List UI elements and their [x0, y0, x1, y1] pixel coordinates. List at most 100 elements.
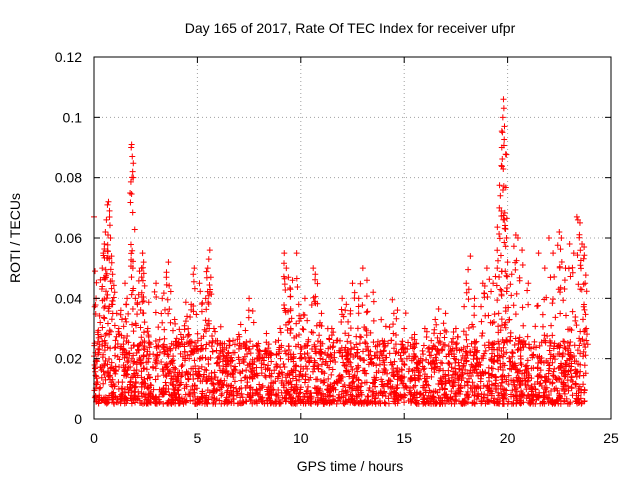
data-point: [356, 333, 363, 340]
data-point: [411, 344, 418, 351]
data-point: [129, 209, 136, 216]
data-point: [488, 344, 495, 351]
data-point: [399, 338, 406, 345]
data-point: [229, 371, 236, 378]
data-point: [358, 334, 365, 341]
data-point: [477, 378, 484, 385]
data-point: [445, 372, 452, 379]
data-point: [564, 340, 571, 347]
data-point: [115, 331, 122, 338]
data-point: [454, 372, 461, 379]
data-point: [207, 274, 214, 281]
data-point: [139, 339, 146, 346]
data-point: [209, 348, 216, 355]
data-point: [521, 375, 528, 382]
data-point: [104, 254, 111, 261]
data-point: [267, 383, 274, 390]
data-point: [173, 378, 180, 385]
data-point: [582, 344, 589, 351]
data-point: [491, 311, 498, 318]
data-point: [474, 383, 481, 390]
data-point: [342, 307, 349, 314]
data-point: [380, 389, 387, 396]
data-point: [465, 286, 472, 293]
data-point: [553, 376, 560, 383]
data-point: [277, 325, 284, 332]
data-point: [516, 274, 523, 281]
data-point: [373, 374, 380, 381]
data-point: [546, 362, 553, 369]
data-point: [401, 361, 408, 368]
data-point: [224, 354, 231, 361]
data-point: [566, 326, 573, 333]
data-point: [580, 353, 587, 360]
data-point: [312, 348, 319, 355]
data-point: [470, 323, 477, 330]
data-point: [302, 400, 309, 407]
data-point: [124, 383, 131, 390]
data-point: [385, 395, 392, 402]
data-point: [170, 376, 177, 383]
data-point: [321, 400, 328, 407]
data-point: [134, 300, 141, 307]
data-point: [127, 178, 134, 185]
data-point: [213, 386, 220, 393]
data-point: [421, 325, 428, 332]
data-point: [400, 349, 407, 356]
data-point: [135, 388, 142, 395]
data-point: [232, 367, 239, 374]
x-tick-label: 5: [194, 430, 202, 446]
data-point: [287, 307, 294, 314]
data-point: [98, 333, 105, 340]
data-point: [513, 397, 520, 404]
data-point: [581, 362, 588, 369]
data-point: [181, 357, 188, 364]
data-point: [507, 333, 514, 340]
data-point: [183, 381, 190, 388]
data-point: [495, 323, 502, 330]
data-point: [515, 346, 522, 353]
data-point: [548, 322, 555, 329]
data-point: [354, 368, 361, 375]
data-point: [145, 299, 152, 306]
data-point: [461, 382, 468, 389]
data-point: [187, 338, 194, 345]
data-point: [514, 235, 521, 241]
data-point: [318, 368, 325, 375]
data-point: [97, 319, 104, 326]
data-point: [512, 366, 519, 373]
data-point: [354, 393, 361, 400]
data-point: [140, 297, 147, 304]
data-point: [464, 382, 471, 389]
data-point: [159, 295, 166, 302]
data-point: [583, 325, 590, 332]
data-point: [471, 352, 478, 359]
data-point: [326, 336, 333, 343]
data-point: [95, 345, 102, 352]
data-point: [136, 268, 143, 275]
data-point: [209, 332, 216, 339]
data-point: [240, 399, 247, 406]
data-point: [149, 363, 156, 370]
data-point: [341, 400, 348, 407]
data-point: [140, 259, 147, 266]
data-point: [505, 372, 512, 379]
data-point: [96, 385, 103, 392]
data-point: [198, 363, 205, 370]
data-point: [373, 362, 380, 369]
data-point: [152, 309, 159, 316]
data-point: [159, 368, 166, 375]
data-point: [512, 335, 519, 342]
data-point: [370, 391, 377, 398]
data-point: [452, 359, 459, 366]
data-point: [165, 385, 172, 392]
data-point: [395, 397, 402, 404]
data-point: [172, 365, 179, 372]
data-point: [362, 340, 369, 347]
data-point: [344, 338, 351, 345]
data-point: [209, 338, 216, 345]
data-point: [361, 370, 368, 377]
data-point: [299, 325, 306, 332]
data-point: [379, 392, 386, 399]
data-point: [481, 283, 488, 290]
